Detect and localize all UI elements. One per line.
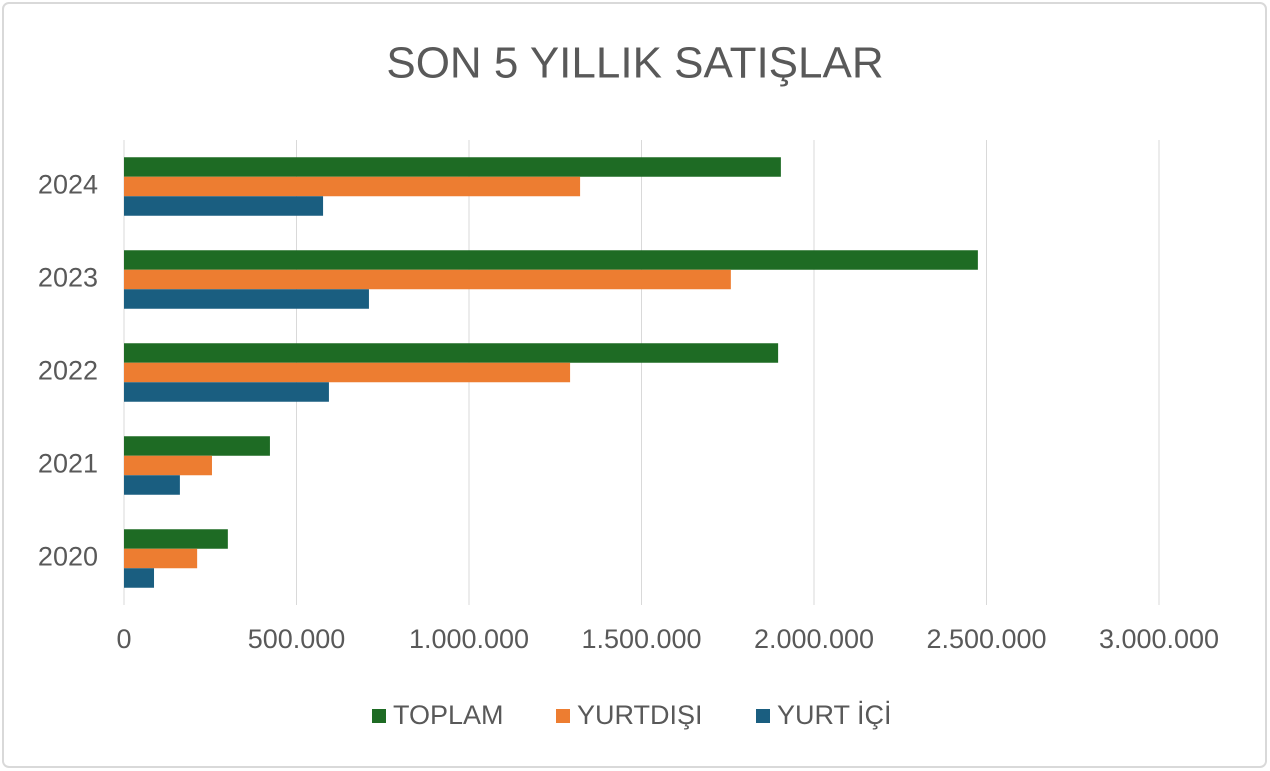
bar	[124, 250, 978, 270]
y-tick-label: 2021	[38, 449, 98, 479]
legend-label: YURTDIŞI	[577, 700, 703, 730]
x-tick-label: 0	[116, 624, 131, 654]
bar	[124, 529, 228, 549]
x-tick-label: 1.000.000	[409, 624, 529, 654]
x-tick-label: 500.000	[248, 624, 346, 654]
chart-title: SON 5 YILLIK SATIŞLAR	[386, 39, 883, 88]
bar	[124, 343, 779, 363]
bar	[124, 548, 198, 569]
x-tick-label: 2.500.000	[926, 624, 1046, 654]
legend-label: TOPLAM	[393, 700, 504, 730]
bar	[124, 475, 180, 495]
bar	[124, 176, 581, 197]
bar	[124, 362, 571, 383]
bar	[124, 382, 329, 402]
y-tick-label: 2024	[38, 170, 98, 200]
x-tick-label: 2.000.000	[754, 624, 874, 654]
legend-marker	[556, 709, 570, 723]
bar	[124, 196, 324, 216]
x-tick-label: 3.000.000	[1099, 624, 1219, 654]
bar	[124, 568, 155, 588]
bar	[124, 157, 781, 177]
bar	[124, 436, 270, 456]
legend-marker	[756, 709, 770, 723]
y-tick-label: 2022	[38, 356, 98, 386]
bar	[124, 269, 731, 290]
bar	[124, 455, 212, 476]
bar	[124, 289, 369, 309]
y-tick-label: 2023	[38, 263, 98, 293]
legend-label: YURT İÇİ	[777, 699, 892, 730]
legend-marker	[372, 709, 386, 723]
y-tick-label: 2020	[38, 542, 98, 572]
x-tick-label: 1.500.000	[581, 624, 701, 654]
